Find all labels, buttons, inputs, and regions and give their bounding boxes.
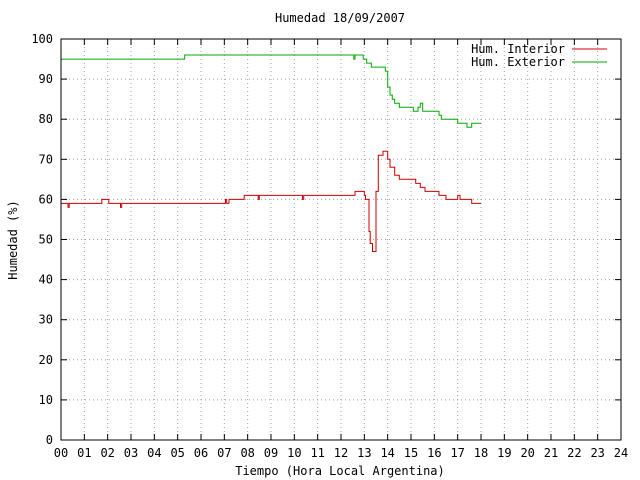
x-tick-label: 15 bbox=[404, 446, 418, 460]
x-tick-label: 07 bbox=[217, 446, 231, 460]
x-tick-label: 02 bbox=[100, 446, 114, 460]
x-tick-label: 22 bbox=[567, 446, 581, 460]
x-axis-ticks: 00 01 02 03 04 05 06 07 08 09 10 11 12 13 14 15 16 17 18 19… bbox=[54, 39, 628, 460]
x-tick-label: 08 bbox=[240, 446, 254, 460]
x-tick-label: 11 bbox=[310, 446, 324, 460]
y-tick-label: 100 bbox=[31, 32, 53, 46]
y-tick-label: 90 bbox=[39, 72, 53, 86]
y-tick-label: 10 bbox=[39, 393, 53, 407]
y-axis-ticks: 0 10 20 30 40 50 60 70 80 90 100 bbox=[31, 32, 621, 447]
x-tick-label: 03 bbox=[124, 446, 138, 460]
x-tick-label: 09 bbox=[264, 446, 278, 460]
chart-series bbox=[61, 54, 481, 252]
x-tick-label: 10 bbox=[287, 446, 301, 460]
x-tick-label: 17 bbox=[450, 446, 464, 460]
x-tick-label: 23 bbox=[590, 446, 604, 460]
x-tick-label: 21 bbox=[544, 446, 558, 460]
y-tick-label: 70 bbox=[39, 152, 53, 166]
series-line bbox=[61, 150, 481, 252]
chart-title: Humedad 18/09/2007 bbox=[275, 11, 405, 25]
y-tick-label: 0 bbox=[46, 433, 53, 447]
x-tick-label: 04 bbox=[147, 446, 161, 460]
x-tick-label: 14 bbox=[380, 446, 394, 460]
legend-label: Hum. Exterior bbox=[471, 55, 565, 69]
y-tick-label: 60 bbox=[39, 192, 53, 206]
y-tick-label: 20 bbox=[39, 353, 53, 367]
x-tick-label: 20 bbox=[520, 446, 534, 460]
x-tick-label: 19 bbox=[497, 446, 511, 460]
series-line bbox=[61, 54, 481, 128]
x-tick-label: 18 bbox=[474, 446, 488, 460]
y-tick-label: 50 bbox=[39, 233, 53, 247]
y-tick-label: 80 bbox=[39, 112, 53, 126]
x-tick-label: 16 bbox=[427, 446, 441, 460]
y-tick-label: 30 bbox=[39, 313, 53, 327]
x-tick-label: 01 bbox=[77, 446, 91, 460]
x-tick-label: 24 bbox=[614, 446, 628, 460]
x-axis-label: Tiempo (Hora Local Argentina) bbox=[235, 464, 445, 478]
x-tick-label: 00 bbox=[54, 446, 68, 460]
y-axis-label: Humedad (%) bbox=[6, 200, 20, 279]
chart-grid bbox=[61, 39, 621, 440]
legend-label: Hum. Interior bbox=[471, 42, 565, 56]
y-tick-label: 40 bbox=[39, 273, 53, 287]
x-tick-label: 05 bbox=[170, 446, 184, 460]
x-tick-label: 13 bbox=[357, 446, 371, 460]
x-tick-label: 12 bbox=[334, 446, 348, 460]
x-tick-label: 06 bbox=[194, 446, 208, 460]
